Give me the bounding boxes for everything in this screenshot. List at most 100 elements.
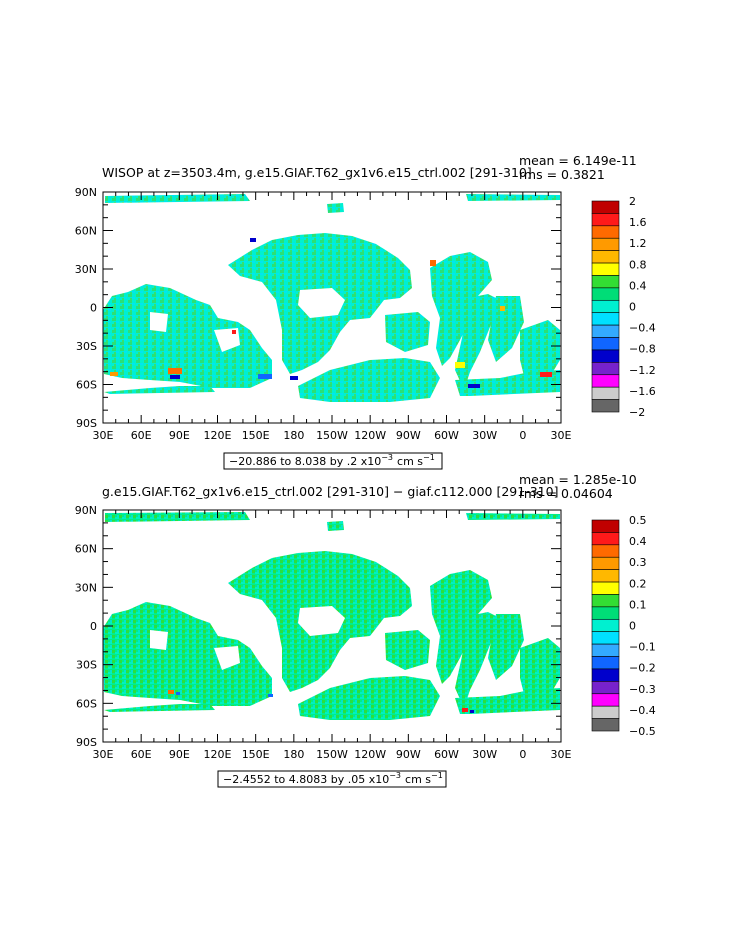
legend-swatch	[591, 337, 620, 351]
panel-bottom-ocean-field	[103, 512, 560, 720]
legend-label: 0.4	[629, 279, 647, 292]
legend-swatch	[591, 374, 620, 388]
x-tick-label: 120W	[354, 429, 386, 442]
legend-swatch	[591, 362, 620, 376]
legend-swatch	[591, 631, 620, 645]
legend-swatch	[591, 299, 620, 314]
x-tick-label: 30W	[472, 429, 497, 442]
legend-swatch	[591, 693, 620, 707]
y-tick-label: 30N	[75, 263, 97, 276]
x-tick-label: 120W	[354, 748, 386, 761]
legend-label: −1.6	[629, 385, 656, 398]
x-tick-label: 0	[519, 748, 526, 761]
x-tick-label: 30E	[93, 429, 114, 442]
panel-top-range-exp: −3	[381, 453, 393, 462]
x-tick-label: 60E	[131, 748, 152, 761]
x-tick-label: 150W	[316, 429, 348, 442]
y-tick-label: 0	[90, 302, 97, 315]
panel-bottom-map	[102, 509, 562, 743]
legend-label: 0.4	[629, 535, 647, 548]
x-tick-label: 90W	[396, 748, 421, 761]
legend-swatch	[591, 656, 620, 670]
panel-bottom-legend: 0.5 0.4 0.3 0.2 0.1 0 −0.1 −0.2 −0.3 −0.4 −0.5	[591, 514, 656, 738]
legend-swatch	[591, 532, 620, 546]
x-tick-label: 90E	[169, 748, 190, 761]
legend-swatch	[591, 287, 620, 301]
legend-swatch	[591, 250, 620, 264]
legend-label: 1.2	[629, 237, 647, 250]
legend-swatch	[591, 349, 620, 363]
legend-label: −0.3	[629, 683, 656, 696]
panel-top-range-unit: cm s	[397, 455, 423, 468]
legend-swatch	[591, 544, 620, 558]
y-tick-label: 0	[90, 620, 97, 633]
legend-label: −0.4	[629, 322, 656, 335]
legend-label: −2	[629, 406, 645, 419]
panel-top-title: WISOP at z=3503.4m, g.e15.GIAF.T62_gx1v6…	[102, 165, 532, 180]
legend-swatch	[591, 705, 620, 719]
panel-top-map	[102, 191, 562, 424]
y-tick-label: 30N	[75, 581, 97, 594]
legend-label: 0	[629, 620, 636, 633]
legend-swatch	[591, 681, 620, 695]
x-tick-label: 90E	[169, 429, 190, 442]
x-tick-label: 30E	[551, 429, 572, 442]
panel-bottom-range-unit: cm s	[405, 773, 431, 786]
y-tick-label: 30S	[76, 659, 97, 672]
y-tick-label: 90S	[76, 736, 97, 749]
legend-swatch	[591, 324, 620, 338]
x-tick-label: 150W	[316, 748, 348, 761]
panel-bottom: g.e15.GIAF.T62_gx1v6.e15_ctrl.002 [291-3…	[75, 472, 656, 788]
legend-swatch	[591, 556, 620, 570]
legend-label: −0.2	[629, 662, 656, 675]
legend-swatch	[591, 275, 620, 289]
panel-top-rms: rms = 0.3821	[519, 167, 605, 182]
panel-bottom-axes: 30E 60E 90E 120E 150E 180 150W 120W 90W 60W 30W 0 30…	[75, 504, 572, 761]
panel-bottom-title: g.e15.GIAF.T62_gx1v6.e15_ctrl.002 [291-3…	[102, 484, 558, 499]
panel-top-anomaly-marks	[110, 238, 552, 388]
x-tick-label: 30E	[551, 748, 572, 761]
panel-top-range-text: −20.886 to 8.038 by .2 x10	[229, 455, 381, 468]
panel-bottom-land-mask	[150, 606, 345, 670]
legend-swatch	[591, 606, 620, 620]
legend-label: −1.2	[629, 364, 656, 377]
svg-text:−2.4552 to 4.8083 by .05 x10−3: −2.4552 to 4.8083 by .05 x10−3 cm s−1	[223, 771, 443, 786]
x-tick-label: 90W	[396, 429, 421, 442]
y-tick-label: 90S	[76, 417, 97, 430]
x-tick-label: 30W	[472, 748, 497, 761]
x-tick-label: 150E	[242, 748, 270, 761]
panel-bottom-range-exp: −3	[389, 771, 401, 780]
panel-top-range-unit-exp: −1	[423, 453, 435, 462]
panel-top: WISOP at z=3503.4m, g.e15.GIAF.T62_gx1v6…	[75, 153, 656, 470]
panel-bottom-anomaly-marks	[168, 690, 474, 713]
x-tick-label: 0	[519, 429, 526, 442]
legend-swatch	[591, 237, 620, 251]
legend-label: −0.1	[629, 641, 656, 654]
panel-bottom-rms: rms = 0.04604	[519, 486, 613, 501]
legend-label: 0.8	[629, 258, 647, 271]
legend-swatch	[591, 312, 620, 326]
x-tick-label: 60W	[434, 429, 459, 442]
legend-label: 2	[629, 195, 636, 208]
legend-swatch	[591, 569, 620, 583]
legend-swatch	[591, 581, 620, 595]
x-tick-label: 180	[283, 429, 304, 442]
y-tick-label: 90N	[75, 186, 97, 199]
legend-swatch	[591, 594, 620, 608]
legend-label: −0.8	[629, 343, 656, 356]
y-tick-label: 90N	[75, 504, 97, 517]
panel-top-legend: 2 1.6 1.2 0.8 0.4 0 −0.4 −0.8 −1.2 −1.6 −2	[591, 195, 656, 419]
legend-swatch	[591, 718, 620, 732]
x-tick-label: 150E	[242, 429, 270, 442]
legend-label: 0	[629, 301, 636, 314]
x-tick-label: 30E	[93, 748, 114, 761]
y-tick-label: 30S	[76, 340, 97, 353]
panel-top-range-box: −20.886 to 8.038 by .2 x10−3 cm s−1	[223, 452, 443, 470]
legend-swatch	[591, 668, 620, 682]
x-tick-label: 180	[283, 748, 304, 761]
legend-label: −0.4	[629, 704, 656, 717]
x-tick-label: 60E	[131, 429, 152, 442]
legend-swatch	[591, 225, 620, 239]
legend-swatch	[591, 200, 620, 214]
